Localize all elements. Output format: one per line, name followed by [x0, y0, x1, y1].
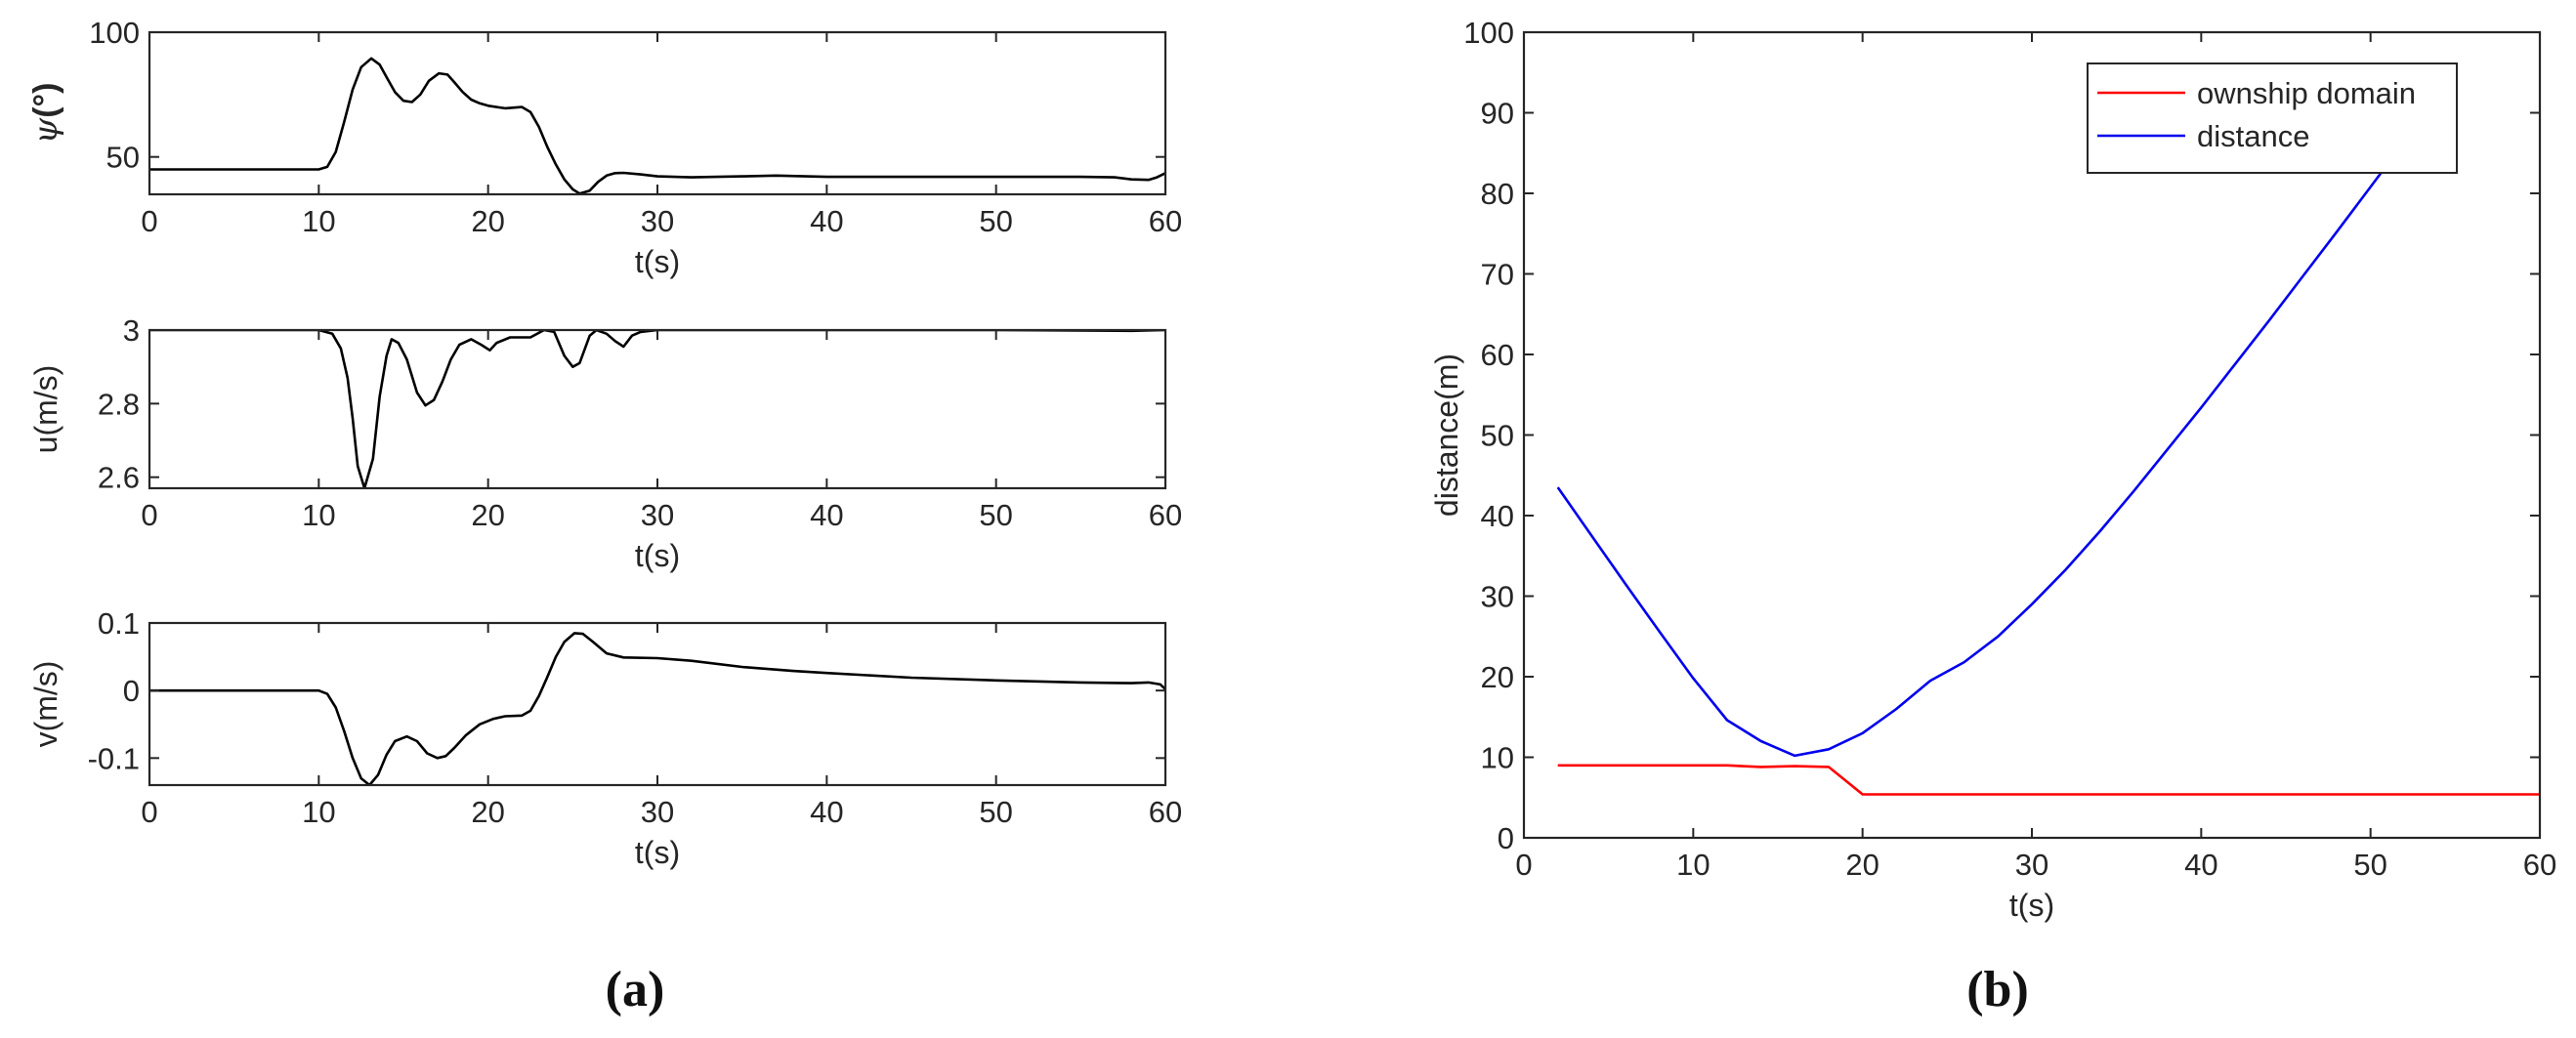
surge-x-tick-label: 60 — [1149, 498, 1182, 532]
heading-x-tick-label: 0 — [141, 204, 157, 238]
distance-x-tick-label: 50 — [2353, 848, 2386, 882]
distance-x-axis-label: t(s) — [2009, 888, 2054, 923]
distance-y-tick-label: 0 — [1498, 821, 1514, 855]
surge-x-tick-label: 10 — [302, 498, 335, 532]
heading-y-axis-label: ψ(°) — [26, 83, 65, 145]
surge-x-tick-label: 0 — [141, 498, 157, 532]
sway-x-tick-label: 0 — [141, 795, 157, 829]
heading-y-tick-label: 50 — [106, 141, 140, 175]
distance-y-tick-label: 60 — [1481, 338, 1514, 372]
legend-box — [2087, 62, 2458, 174]
sway-y-tick-label: 0.1 — [98, 606, 140, 641]
surge-y-axis-label: u(m/s) — [28, 365, 63, 454]
distance-x-tick-label: 20 — [1845, 848, 1879, 882]
surge-x-tick-label: 40 — [810, 498, 843, 532]
heading-x-tick-label: 40 — [810, 204, 843, 238]
distance-x-tick-label: 40 — [2184, 848, 2217, 882]
sway-y-tick-label: 0 — [123, 674, 140, 708]
distance-y-axis-label: distance(m) — [1429, 353, 1464, 517]
distance-y-tick-label: 30 — [1481, 580, 1514, 614]
distance-y-tick-label: 20 — [1481, 660, 1514, 694]
distance-y-tick-label: 90 — [1481, 97, 1514, 131]
sway-x-tick-label: 30 — [641, 795, 674, 829]
panel-label-a: (a) — [606, 962, 665, 1017]
distance-x-tick-label: 10 — [1676, 848, 1710, 882]
surge-x-tick-label: 50 — [979, 498, 1012, 532]
distance-legend: ownship domain distance — [2087, 62, 2458, 174]
legend-entry-label: ownship domain — [2197, 76, 2416, 110]
heading-x-axis-label: t(s) — [635, 244, 680, 279]
heading-x-tick-label: 20 — [471, 204, 504, 238]
distance-subplot: 0 10 20 30 40 50 60 0 10 20 30 40 50 60 70 80 90 100 t(s) d… — [1429, 16, 2556, 923]
sway-series-line — [149, 632, 1165, 786]
surge-y-tick-label: 3 — [123, 313, 140, 348]
heading-x-tick-label: 50 — [979, 204, 1012, 238]
surge-series-line — [149, 329, 1165, 489]
distance-series-line-ownship-domain — [1557, 764, 2540, 796]
surge-y-tick-label: 2.8 — [98, 387, 140, 421]
sway-y-tick-label: -0.1 — [88, 741, 140, 775]
distance-y-tick-label: 80 — [1481, 177, 1514, 211]
sway-x-axis-label: t(s) — [635, 835, 680, 870]
surge-x-tick-label: 30 — [641, 498, 674, 532]
surge-x-tick-label: 20 — [471, 498, 504, 532]
distance-x-tick-label: 60 — [2523, 848, 2556, 882]
heading-x-tick-label: 60 — [1149, 204, 1182, 238]
distance-y-tick-label: 50 — [1481, 419, 1514, 453]
distance-y-tick-label: 40 — [1481, 499, 1514, 533]
heading-y-tick-label: 100 — [89, 16, 140, 50]
distance-y-tick-label: 100 — [1463, 16, 1514, 50]
distance-x-tick-label: 0 — [1515, 848, 1532, 882]
sway-x-tick-label: 40 — [810, 795, 843, 829]
legend-entry-label: distance — [2197, 119, 2309, 153]
sway-x-tick-label: 10 — [302, 795, 335, 829]
sway-x-tick-label: 50 — [979, 795, 1012, 829]
sway-velocity-subplot: 0 10 20 30 40 50 60-0.100.1t(s)v(m/s) — [28, 606, 1182, 870]
heading-series-line — [149, 57, 1165, 195]
sway-y-axis-label: v(m/s) — [28, 661, 63, 748]
sway-x-tick-label: 60 — [1149, 795, 1182, 829]
heading-x-tick-label: 10 — [302, 204, 335, 238]
distance-y-tick-label: 70 — [1481, 258, 1514, 292]
distance-x-tick-label: 30 — [2015, 848, 2048, 882]
surge-x-axis-label: t(s) — [635, 538, 680, 573]
surge-velocity-subplot: 0 10 20 30 40 50 60 2.6 2.8 3 t(s) u(m/s) — [28, 313, 1182, 573]
sway-x-tick-label: 20 — [471, 795, 504, 829]
panel-label-b: (b) — [1966, 962, 2029, 1017]
distance-series-line-distance — [1556, 95, 2456, 758]
surge-y-tick-label: 2.6 — [98, 461, 140, 495]
sway-axes-frame — [148, 621, 1167, 787]
distance-y-tick-label: 10 — [1481, 741, 1514, 775]
heading-x-tick-label: 30 — [641, 204, 674, 238]
heading-subplot: 0 10 20 30 40 50 60 50 100 t(s) ψ(°) — [26, 16, 1182, 279]
surge-axes-frame — [148, 328, 1167, 490]
